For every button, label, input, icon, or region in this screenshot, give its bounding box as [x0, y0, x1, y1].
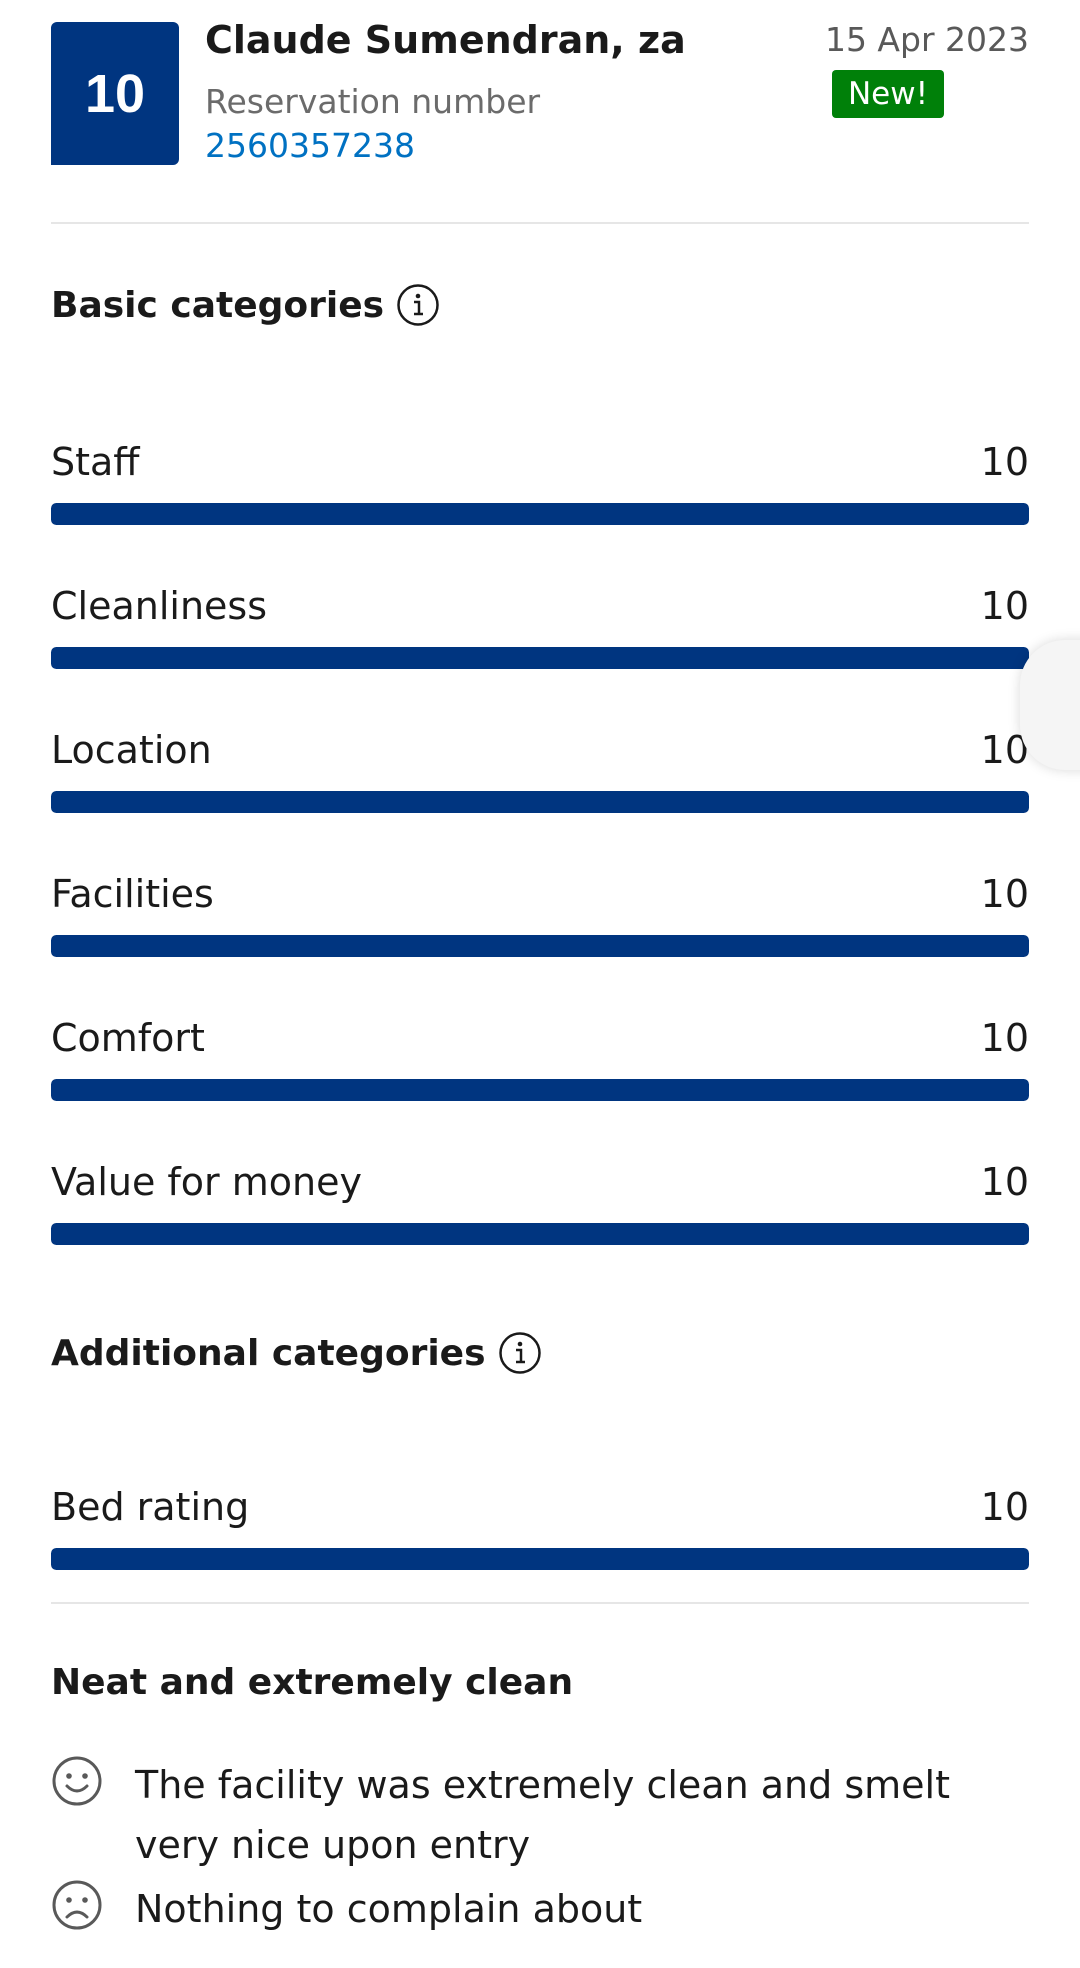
- new-badge: New!: [831, 70, 944, 118]
- smile-icon: [51, 1755, 103, 1807]
- info-icon[interactable]: [396, 283, 440, 327]
- additional-categories-label: Additional categories: [51, 1332, 486, 1374]
- score-bar-fill: [51, 1548, 1029, 1570]
- category-score: 10: [980, 1485, 1029, 1529]
- score-bar: [51, 1079, 1029, 1101]
- header-divider: [51, 222, 1029, 224]
- category-row: Facilities 10: [51, 872, 1029, 962]
- category-row: Cleanliness 10: [51, 584, 1029, 674]
- review-detail: 10 Claude Sumendran, za Reservation numb…: [51, 0, 1029, 1931]
- score-bar: [51, 791, 1029, 813]
- score-bar: [51, 1223, 1029, 1245]
- floating-side-button[interactable]: [1020, 640, 1080, 770]
- positive-comment-text: The facility was extremely clean and sme…: [135, 1763, 950, 1867]
- review-title: Neat and extremely clean: [51, 1662, 574, 1703]
- guest-name: Claude Sumendran, za: [205, 18, 686, 62]
- score-bar: [51, 935, 1029, 957]
- additional-categories-title: Additional categories: [51, 1331, 542, 1375]
- comment-divider: [51, 1602, 1029, 1604]
- category-label: Staff: [51, 440, 140, 484]
- review-header: 10 Claude Sumendran, za Reservation numb…: [51, 0, 1029, 224]
- info-icon[interactable]: [498, 1331, 542, 1375]
- category-label: Location: [51, 728, 212, 772]
- reservation-label: Reservation number: [205, 82, 541, 121]
- category-score: 10: [980, 872, 1029, 916]
- category-row: Comfort 10: [51, 1016, 1029, 1106]
- score-bar-fill: [51, 791, 1029, 813]
- reservation-number-link[interactable]: 2560357238: [205, 126, 415, 165]
- review-score-badge: 10: [51, 22, 179, 165]
- category-label: Comfort: [51, 1016, 205, 1060]
- review-date: 15 Apr 2023: [824, 20, 1029, 59]
- category-score: 10: [980, 584, 1029, 628]
- negative-comment: Nothing to complain about: [51, 1879, 1029, 1939]
- basic-categories-title: Basic categories: [51, 283, 440, 327]
- score-bar-fill: [51, 1079, 1029, 1101]
- score-bar: [51, 503, 1029, 525]
- score-bar-fill: [51, 935, 1029, 957]
- category-row: Staff 10: [51, 440, 1029, 530]
- category-row: Location 10: [51, 728, 1029, 818]
- category-label: Value for money: [51, 1160, 362, 1204]
- category-score: 10: [980, 1016, 1029, 1060]
- category-score: 10: [980, 1160, 1029, 1204]
- score-bar-fill: [51, 503, 1029, 525]
- score-bar: [51, 1548, 1029, 1570]
- category-row: Bed rating 10: [51, 1485, 1029, 1575]
- negative-comment-text: Nothing to complain about: [135, 1887, 643, 1931]
- category-score: 10: [980, 440, 1029, 484]
- score-bar: [51, 647, 1029, 669]
- positive-comment: The facility was extremely clean and sme…: [51, 1755, 1029, 1875]
- category-row: Value for money 10: [51, 1160, 1029, 1250]
- score-bar-fill: [51, 1223, 1029, 1245]
- score-bar-fill: [51, 647, 1029, 669]
- frown-icon: [51, 1879, 103, 1931]
- category-label: Facilities: [51, 872, 214, 916]
- category-label: Bed rating: [51, 1485, 250, 1529]
- category-label: Cleanliness: [51, 584, 268, 628]
- basic-categories-label: Basic categories: [51, 284, 385, 326]
